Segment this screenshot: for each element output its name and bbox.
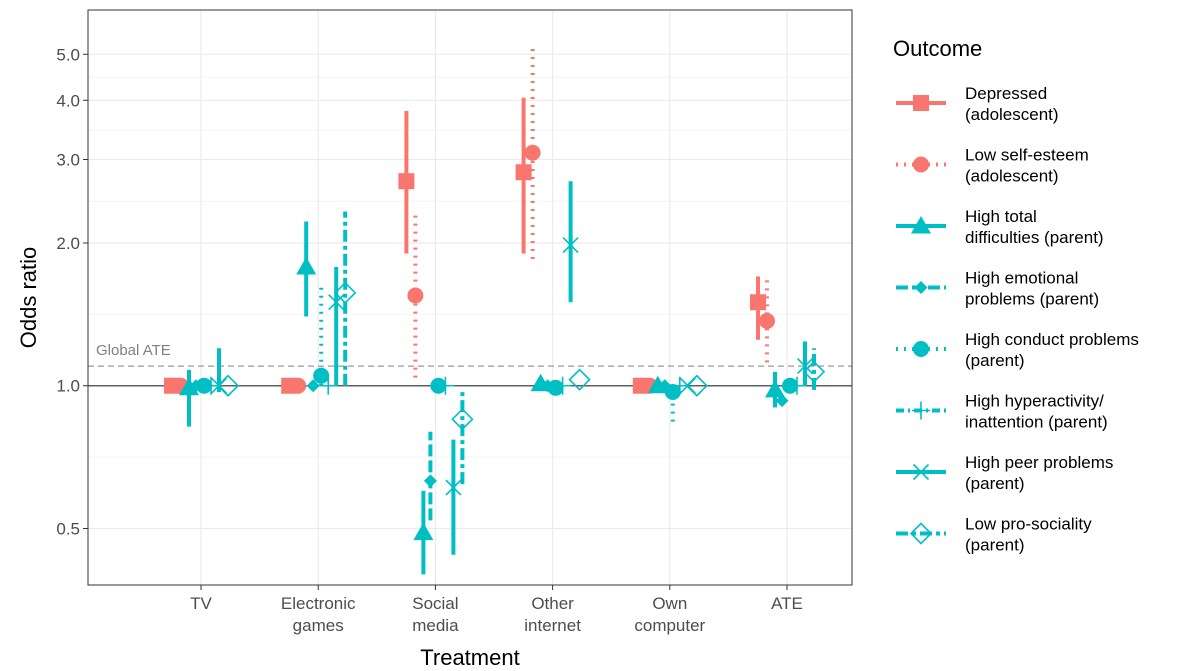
marker-plus — [319, 376, 338, 395]
marker-triangle — [179, 377, 199, 396]
legend-label: High hyperactivity/ — [965, 392, 1104, 411]
y-axis-title: Odds ratio — [16, 247, 41, 349]
marker-cross-b — [796, 358, 814, 375]
legend-label: High total — [965, 207, 1037, 226]
legend-item: Depressed (adolescent) — [896, 84, 1059, 124]
marker-square — [913, 95, 929, 111]
legend-title: Outcome — [893, 36, 982, 61]
marker-diamond — [775, 394, 789, 408]
legend-item: High total difficulties (parent) — [896, 207, 1104, 247]
marker-triangle — [911, 216, 931, 234]
plot-panel-border — [87, 9, 853, 586]
legend-label: High emotional — [965, 269, 1078, 288]
legend-item: High hyperactivity/inattention (parent) — [896, 392, 1108, 432]
marker-cross-b — [445, 479, 462, 496]
marker-circle — [290, 377, 307, 394]
marker-square — [515, 164, 532, 181]
marker-open-diamond — [216, 374, 240, 397]
legend: Outcome Depressed(adolescent)Low self-es… — [893, 36, 1139, 555]
legend-label: (adolescent) — [965, 167, 1059, 186]
marker-plus — [553, 376, 572, 395]
legend-item: Low pro-sociality (parent) — [896, 515, 1092, 555]
legend-label: difficulties (parent) — [965, 228, 1104, 247]
legend-label: problems (parent) — [965, 290, 1099, 309]
legend-label: (adolescent) — [965, 105, 1059, 124]
x-tick-label: Own — [652, 594, 687, 613]
marker-square — [398, 173, 415, 190]
x-tick-label: games — [293, 616, 344, 635]
marker-circle — [913, 341, 929, 357]
marker-diamond — [423, 474, 437, 488]
data-points — [164, 144, 826, 541]
x-tick-label: Other — [531, 594, 574, 613]
marker-open-diamond — [685, 374, 708, 397]
marker-diamond — [306, 379, 320, 393]
marker-circle — [407, 287, 424, 304]
y-tick-label: 2.0 — [56, 234, 80, 253]
error-bars — [187, 46, 816, 575]
legend-label: Low pro-sociality — [965, 515, 1092, 534]
legend-label: (parent) — [965, 474, 1025, 493]
marker-triangle — [296, 256, 317, 275]
x-tick-label: Electronic — [281, 594, 356, 613]
x-tick-label: ATE — [771, 594, 803, 613]
marker-plus — [912, 401, 930, 420]
legend-label: inattention (parent) — [965, 413, 1108, 432]
legend-item: High emotional problems (parent) — [896, 269, 1099, 309]
marker-cross — [445, 479, 462, 496]
axes: 0.5 1.0 2.0 3.0 4.0 5.0 TV Electronic games Socia… — [56, 45, 803, 635]
marker-circle — [524, 144, 541, 161]
legend-label: (parent) — [965, 536, 1025, 555]
marker-circle — [664, 384, 681, 401]
x-tick-label: computer — [634, 616, 705, 635]
legend-label: (parent) — [965, 351, 1025, 370]
x-tick-label: media — [412, 616, 459, 635]
marker-cross-b — [562, 237, 579, 254]
marker-diamond — [914, 281, 928, 294]
x-tick-label: TV — [190, 594, 212, 613]
marker-cross — [562, 237, 579, 254]
marker-open-diamond — [451, 408, 474, 431]
x-axis-title: Treatment — [420, 645, 519, 670]
marker-triangle — [413, 522, 434, 541]
legend-label: High conduct problems — [965, 330, 1139, 349]
y-tick-label: 0.5 — [56, 519, 80, 538]
legend-item: High conduct problems (parent) — [896, 330, 1139, 370]
marker-open-diamond — [802, 360, 826, 383]
marker-cross — [796, 358, 814, 375]
marker-circle — [913, 156, 929, 173]
y-tick-label: 1.0 — [56, 377, 80, 396]
legend-item: High peer problems (parent) — [896, 453, 1113, 493]
marker-open-diamond — [334, 281, 357, 304]
global-ate-label: Global ATE — [96, 342, 171, 359]
legend-item: Low self-esteem (adolescent) — [896, 146, 1089, 186]
marker-cross-b — [912, 463, 930, 481]
marker-circle — [759, 312, 775, 329]
legend-label: Depressed — [965, 84, 1047, 103]
y-tick-label: 4.0 — [56, 91, 80, 110]
legend-label: High peer problems — [965, 453, 1113, 472]
y-tick-label: 5.0 — [56, 45, 80, 64]
marker-plus — [788, 376, 806, 395]
marker-open-diamond — [909, 522, 933, 545]
marker-circle — [313, 367, 330, 384]
x-tick-label: Social — [412, 594, 458, 613]
x-tick-label: internet — [524, 616, 581, 635]
marker-cross — [912, 463, 930, 481]
marker-square — [750, 294, 766, 311]
marker-cross — [328, 294, 345, 311]
y-tick-label: 3.0 — [56, 150, 80, 169]
marker-circle — [547, 379, 564, 396]
legend-label: Low self-esteem — [965, 146, 1089, 165]
marker-plus — [436, 376, 455, 395]
marker-cross-b — [328, 294, 345, 311]
grid-layer — [88, 10, 852, 585]
marker-triangle — [765, 379, 785, 398]
marker-open-diamond — [568, 368, 591, 391]
